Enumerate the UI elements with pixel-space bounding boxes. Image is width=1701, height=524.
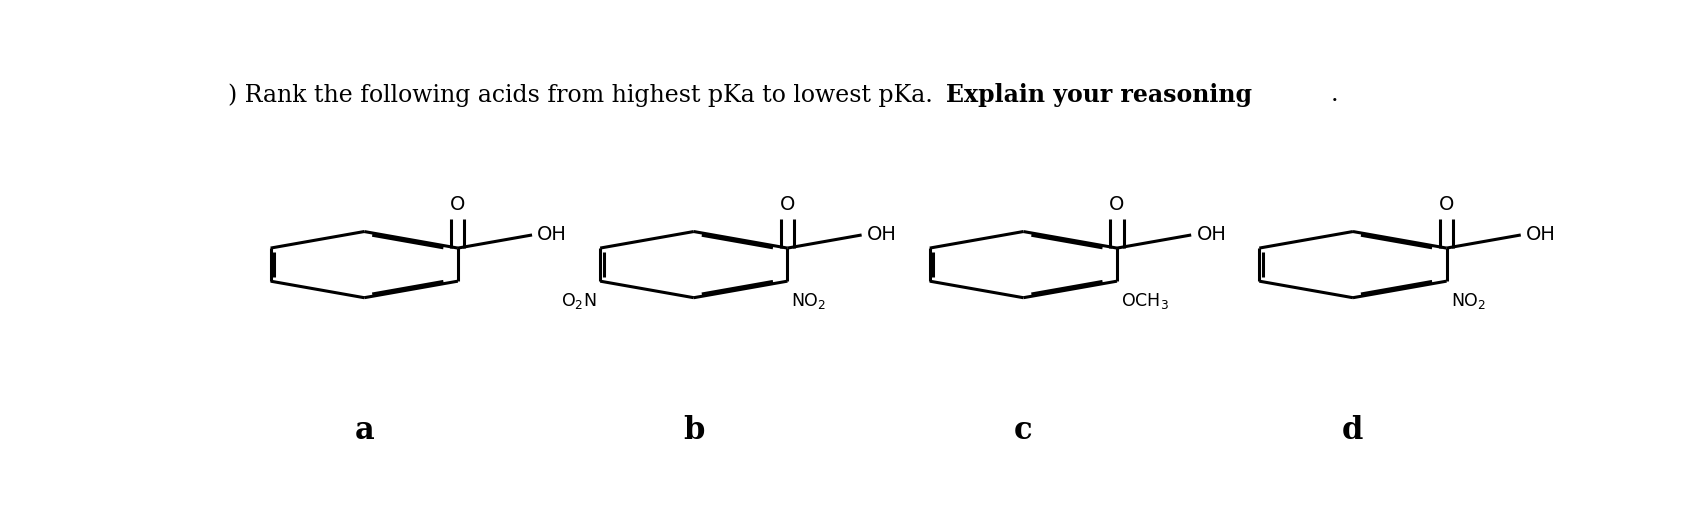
Text: OH: OH <box>1526 225 1556 245</box>
Text: OH: OH <box>538 225 566 245</box>
Text: .: . <box>1330 83 1339 106</box>
Text: a: a <box>354 414 374 445</box>
Text: O: O <box>1109 195 1124 214</box>
Text: OH: OH <box>868 225 896 245</box>
Text: OCH$_3$: OCH$_3$ <box>1121 291 1169 311</box>
Text: O: O <box>451 195 466 214</box>
Text: OH: OH <box>1196 225 1226 245</box>
Text: O: O <box>779 195 794 214</box>
Text: NO$_2$: NO$_2$ <box>1451 291 1487 311</box>
Text: O$_2$N: O$_2$N <box>561 291 597 311</box>
Text: d: d <box>1342 414 1364 445</box>
Text: O: O <box>1439 195 1454 214</box>
Text: ) Rank the following acids from highest pKa to lowest pKa.: ) Rank the following acids from highest … <box>228 83 941 106</box>
Text: b: b <box>684 414 704 445</box>
Text: Explain your reasoning: Explain your reasoning <box>946 83 1252 107</box>
Text: c: c <box>1014 414 1033 445</box>
Text: NO$_2$: NO$_2$ <box>791 291 827 311</box>
